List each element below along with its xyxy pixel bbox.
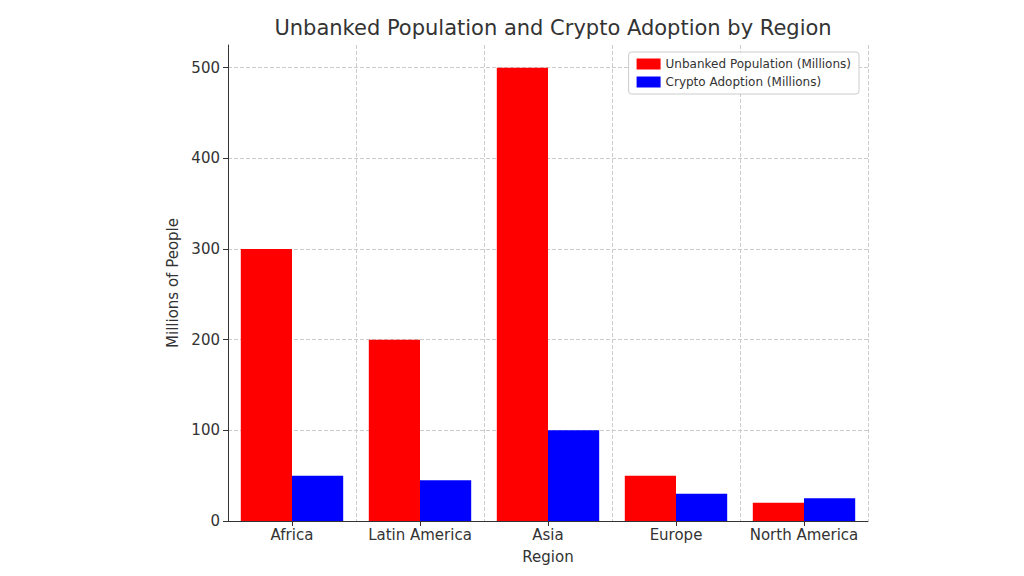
svg-text:100: 100 [191,421,220,439]
svg-text:Africa: Africa [271,526,314,544]
svg-text:Unbanked Population and Crypto: Unbanked Population and Crypto Adoption … [274,16,831,40]
svg-text:0: 0 [210,512,220,530]
svg-text:300: 300 [191,240,220,258]
svg-text:500: 500 [191,59,220,77]
svg-text:400: 400 [191,149,220,167]
svg-text:Region: Region [522,548,573,566]
svg-text:200: 200 [191,331,220,349]
svg-text:Crypto Adoption (Millions): Crypto Adoption (Millions) [666,75,822,89]
svg-text:Millions of People: Millions of People [164,218,182,348]
svg-text:Asia: Asia [532,526,563,544]
svg-text:Latin America: Latin America [368,526,472,544]
svg-text:North America: North America [750,526,859,544]
svg-text:Europe: Europe [650,526,703,544]
svg-text:Unbanked Population (Millions): Unbanked Population (Millions) [666,57,851,71]
